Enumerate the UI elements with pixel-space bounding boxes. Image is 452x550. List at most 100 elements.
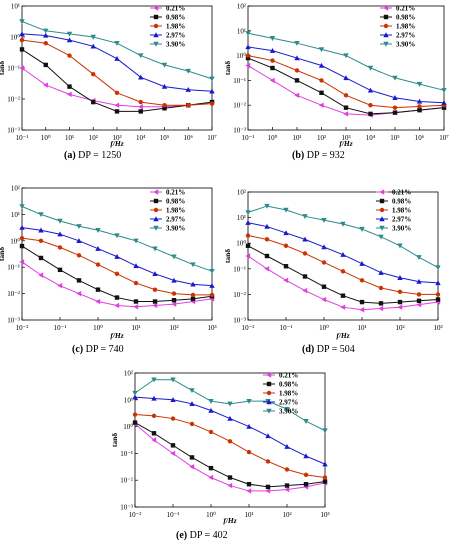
data-point xyxy=(208,474,214,481)
data-point xyxy=(91,72,96,77)
data-point xyxy=(322,461,328,467)
data-point xyxy=(392,75,398,81)
data-point xyxy=(378,305,384,312)
data-point xyxy=(441,88,447,94)
y-tick-label: 10⁻¹ xyxy=(7,65,20,73)
x-tick-label: 10³ xyxy=(433,324,442,332)
caption-b-letter: (b) xyxy=(292,150,305,161)
series-4 xyxy=(245,203,441,271)
legend-marker xyxy=(379,189,385,195)
series-line xyxy=(21,39,213,106)
data-point xyxy=(209,101,215,106)
data-point xyxy=(283,264,289,269)
caption-a-letter: (a) xyxy=(64,150,76,161)
x-tick-label: 10⁰ xyxy=(268,134,278,142)
data-point xyxy=(114,295,120,300)
data-point xyxy=(227,415,233,421)
y-tick-label: 10⁻² xyxy=(233,102,246,110)
series-line xyxy=(21,237,212,296)
data-point xyxy=(416,81,423,87)
chart-panel-a: 10⁻¹ 10⁰ 10¹ 10² 10³ 10⁴ 10⁵ 10⁶ 10⁷ 10⁻³ 10⁻² 10⁻¹… xyxy=(0,0,226,150)
data-point xyxy=(57,245,63,250)
x-tick-label: 10¹ xyxy=(292,134,301,142)
data-point xyxy=(19,31,25,37)
data-point xyxy=(19,47,25,52)
data-point xyxy=(378,301,384,306)
data-point xyxy=(246,423,252,429)
data-point xyxy=(227,475,233,480)
data-point xyxy=(209,292,215,298)
data-point xyxy=(133,263,139,269)
data-point xyxy=(189,401,195,407)
legend-entry: 2.97% xyxy=(396,32,415,40)
data-point xyxy=(66,91,72,98)
legend-marker xyxy=(383,14,389,20)
data-point xyxy=(138,109,143,114)
y-tick-label: 10² xyxy=(11,185,20,193)
legend-entry: 1.98% xyxy=(279,390,298,398)
chart-panel-b: 10⁻¹ 10⁰ 10¹ 10² 10³ 10⁴ 10⁵ 10⁶ 10⁷ 10⁻³ 10⁻² 10⁻¹… xyxy=(223,0,452,150)
x-tick-label: 10² xyxy=(317,134,326,142)
series-4 xyxy=(19,19,215,82)
data-point xyxy=(138,104,143,110)
data-point xyxy=(152,287,158,292)
data-point xyxy=(209,76,215,82)
data-point xyxy=(435,297,441,302)
data-point xyxy=(265,488,271,494)
data-point xyxy=(43,82,48,88)
data-point xyxy=(294,78,300,83)
data-point xyxy=(152,246,158,252)
x-tick-label: 10¹ xyxy=(357,324,366,332)
data-point xyxy=(367,87,374,93)
legend-entry: 0.21% xyxy=(396,5,415,13)
x-tick-label: 10³ xyxy=(320,511,329,519)
chart-a-svg: 10⁻¹ 10⁰ 10¹ 10² 10³ 10⁴ 10⁵ 10⁶ 10⁷ 10⁻³ 10⁻² 10⁻¹… xyxy=(0,3,217,149)
legend-entry: 0.21% xyxy=(279,372,298,380)
series-2 xyxy=(245,233,441,297)
data-point xyxy=(19,235,25,241)
data-point xyxy=(264,203,270,209)
legend-marker xyxy=(153,5,159,11)
x-tick-label: 10⁵ xyxy=(390,134,400,142)
legend-entry: 3.90% xyxy=(396,41,415,49)
data-point xyxy=(264,223,270,229)
legend-marker xyxy=(153,41,159,47)
legend: 0.21%0.98%1.98%2.97%3.90% xyxy=(380,5,415,49)
data-point xyxy=(138,99,143,105)
data-point xyxy=(264,253,270,259)
y-tick-label: 10² xyxy=(124,370,133,378)
series-line xyxy=(134,423,326,492)
data-point xyxy=(302,214,308,220)
data-point xyxy=(441,100,447,105)
x-tick-label: 10⁻² xyxy=(129,511,142,519)
data-point xyxy=(417,107,422,113)
data-point xyxy=(303,419,309,424)
legend-marker xyxy=(266,399,272,405)
legend-marker xyxy=(383,41,389,47)
caption-b: (b) DP = 932 xyxy=(292,150,345,161)
legend-entry: 2.97% xyxy=(166,216,185,224)
series-4 xyxy=(245,31,447,94)
data-point xyxy=(66,37,73,43)
data-point xyxy=(19,243,25,249)
data-point xyxy=(19,65,25,71)
series-3 xyxy=(132,394,328,467)
data-point xyxy=(245,210,251,216)
series-2 xyxy=(245,53,447,110)
data-point xyxy=(189,421,195,427)
data-point xyxy=(283,207,289,213)
data-point xyxy=(151,431,157,436)
chart-d-svg: 10⁻² 10⁻¹ 10⁰ 10¹ 10² 10³10⁻³10⁻²10⁻¹10⁰10¹10… xyxy=(223,189,443,341)
legend: 0.21%0.98%1.98%2.97%3.90% xyxy=(150,189,185,233)
x-tick-label: 10⁰ xyxy=(319,324,329,332)
x-tick-label: 10³ xyxy=(207,324,216,332)
data-point xyxy=(294,55,300,61)
legend-entry: 0.98% xyxy=(396,14,415,22)
data-point xyxy=(114,233,120,239)
data-point xyxy=(397,243,403,249)
legend-marker xyxy=(153,23,159,29)
data-point xyxy=(208,465,214,471)
legend-marker xyxy=(153,32,159,38)
data-point xyxy=(435,292,441,297)
data-point xyxy=(283,230,289,236)
